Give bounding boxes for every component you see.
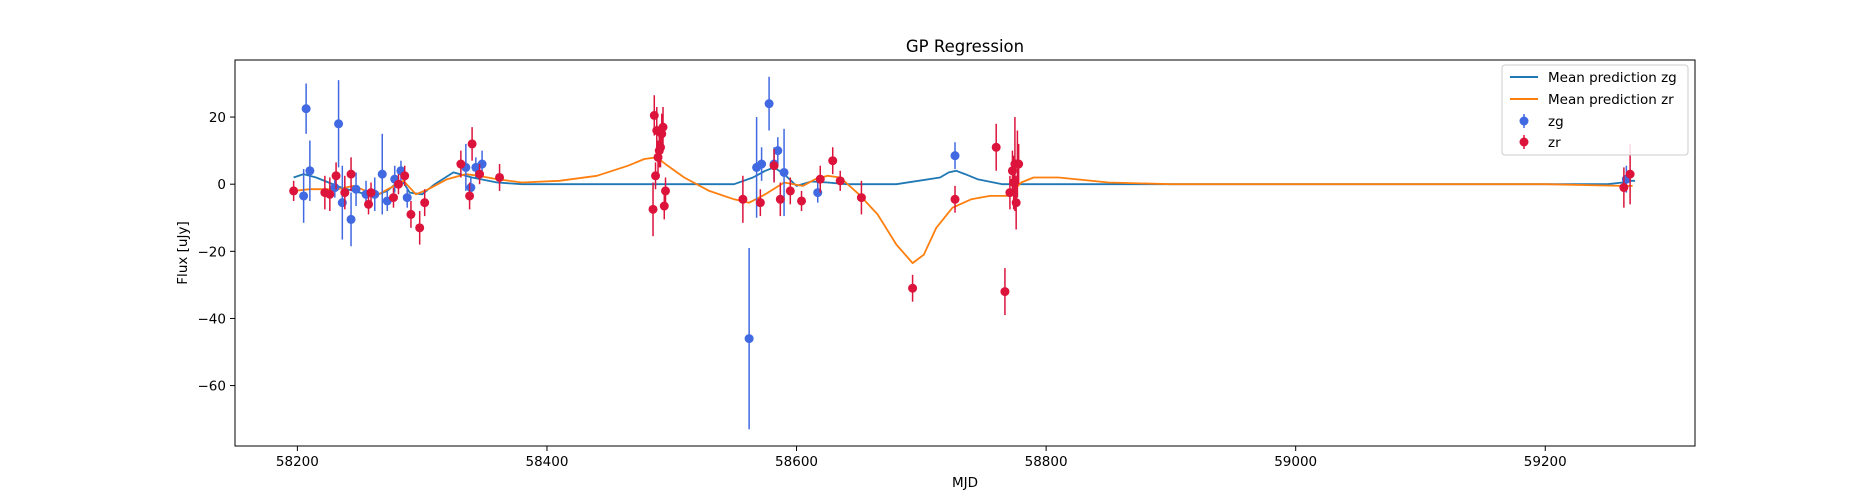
data-point-zr: [420, 198, 430, 208]
y-tick-label: −20: [198, 244, 227, 260]
legend-marker-zg: [1519, 116, 1529, 126]
data-point-zr: [1000, 287, 1010, 297]
data-point-zr: [346, 169, 356, 179]
plot-frame: [234, 59, 1696, 447]
data-point-zr: [815, 174, 825, 184]
series-points-zg: [299, 76, 1631, 430]
y-tick-label: 0: [217, 177, 226, 193]
data-point-zr: [340, 188, 350, 198]
data-point-zr: [495, 172, 505, 182]
data-point-zr: [465, 191, 475, 201]
data-point-zg: [402, 193, 412, 203]
data-point-zr: [991, 142, 1001, 152]
data-point-zr: [950, 194, 960, 204]
legend-marker-zr: [1519, 137, 1529, 147]
data-point-zg: [466, 183, 476, 193]
data-point-zr: [775, 194, 785, 204]
data-point-zr: [456, 159, 466, 169]
y-tick-label: −40: [198, 311, 227, 327]
data-point-zg: [301, 104, 311, 114]
data-point-zr: [467, 139, 477, 149]
x-tick-label: 58400: [525, 454, 568, 470]
legend-label-zg: zg: [1548, 114, 1564, 130]
y-tick-label: −60: [198, 379, 227, 395]
data-point-zr: [648, 204, 658, 214]
x-tick-label: 58600: [775, 454, 818, 470]
data-point-zg: [757, 159, 767, 169]
data-point-zg: [779, 167, 789, 177]
plot-area: [289, 76, 1636, 430]
data-point-zr: [856, 193, 866, 203]
data-point-zg: [346, 214, 356, 224]
data-point-zr: [908, 283, 918, 293]
data-point-zr: [1014, 159, 1024, 169]
legend: Mean prediction zg Mean prediction zr zg…: [1501, 64, 1689, 156]
data-point-zg: [744, 334, 754, 344]
y-tick-label: 20: [209, 110, 226, 126]
data-point-zr: [393, 179, 403, 189]
data-point-zr: [657, 129, 667, 139]
legend-frame: [1501, 64, 1689, 156]
data-point-zg: [334, 119, 344, 129]
legend-label-mean-zg: Mean prediction zg: [1548, 70, 1677, 86]
data-point-zr: [366, 188, 376, 198]
data-point-zg: [305, 166, 315, 176]
data-point-zr: [835, 176, 845, 186]
data-point-zr: [738, 194, 748, 204]
data-point-zr: [475, 169, 485, 179]
data-point-zg: [764, 99, 774, 109]
data-point-zr: [785, 186, 795, 196]
data-point-zr: [828, 156, 838, 166]
data-point-zg: [773, 146, 783, 156]
data-point-zr: [331, 171, 341, 181]
legend-label-zr: zr: [1548, 135, 1561, 151]
data-point-zr: [659, 201, 669, 211]
x-tick-label: 58200: [276, 454, 319, 470]
x-tick-label: 59200: [1524, 454, 1567, 470]
data-point-zr: [289, 186, 299, 196]
data-point-zr: [400, 171, 410, 181]
data-point-zr: [661, 186, 671, 196]
data-point-zr: [1625, 169, 1635, 179]
data-point-zr: [406, 209, 416, 219]
y-axis: 20 0 −20 −40 −60: [198, 110, 235, 395]
data-point-zg: [330, 183, 340, 193]
data-point-zr: [388, 193, 398, 203]
data-point-zr: [755, 198, 765, 208]
data-point-zr: [415, 223, 425, 233]
data-point-zr: [769, 161, 779, 171]
chart-title: GP Regression: [906, 37, 1024, 56]
data-point-zr: [325, 189, 335, 199]
series-points-zr: [289, 95, 1635, 316]
data-point-zr: [797, 196, 807, 206]
data-point-zg: [377, 169, 387, 179]
x-tick-label: 58800: [1025, 454, 1068, 470]
data-point-zr: [658, 122, 668, 132]
legend-label-mean-zr: Mean prediction zr: [1548, 92, 1674, 108]
data-point-zg: [950, 151, 960, 161]
data-point-zg: [351, 184, 361, 194]
x-tick-label: 59000: [1274, 454, 1317, 470]
data-point-zr: [1011, 198, 1021, 208]
x-axis: 58200 58400 58600 58800 59000 59200: [276, 446, 1567, 470]
x-axis-label: MJD: [952, 475, 978, 491]
y-axis-label: Flux [uJy]: [175, 221, 191, 284]
data-point-zg: [299, 191, 309, 201]
data-point-zr: [1619, 183, 1629, 193]
